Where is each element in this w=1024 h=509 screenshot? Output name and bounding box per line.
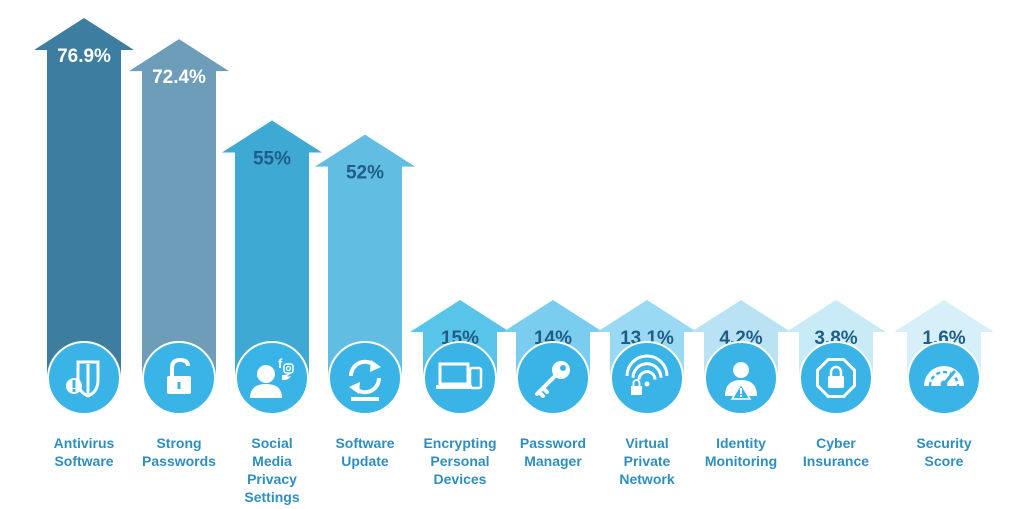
unlocked-padlock-icon [142, 341, 216, 415]
category-label-line: Devices [433, 471, 487, 487]
category-label: Cyber Insurance [781, 434, 891, 470]
category-label-line: Strong [156, 435, 202, 451]
category-label-line: Passwords [142, 453, 216, 469]
category-label: Security Score [889, 434, 999, 470]
user-alert-icon [704, 341, 778, 415]
data-label: 52% [346, 163, 384, 184]
gauge-icon [907, 341, 981, 415]
social-media-user-icon: f [235, 341, 309, 415]
category-label-line: Private [623, 453, 671, 469]
category-label: Software Update [310, 434, 420, 470]
bar-group: 72.4% [129, 39, 229, 379]
category-label-line: Update [341, 453, 389, 469]
category-label: Password Manager [498, 434, 608, 470]
category-label-line: Network [619, 471, 675, 487]
wifi-lock-icon [610, 341, 684, 415]
category-label: Virtual Private Network [592, 434, 702, 488]
devices-icon [423, 341, 497, 415]
bar [315, 134, 415, 378]
bar-group: 55% [222, 120, 322, 378]
category-label-line: Software [54, 453, 114, 469]
category-label: Antivirus Software [29, 434, 139, 470]
category-label-line: Password [519, 435, 587, 451]
svg-text:f: f [278, 356, 283, 371]
category-label-line: Privacy [247, 471, 297, 487]
data-label: 55% [253, 149, 291, 170]
category-label-line: Monitoring [704, 453, 778, 469]
category-label-line: Settings [244, 489, 300, 505]
category-label-line: Media [252, 453, 292, 469]
category-label-line: Personal [430, 453, 490, 469]
category-label-line: Encrypting [423, 435, 497, 451]
category-label: Encrypting Personal Devices [405, 434, 515, 488]
category-label-line: Manager [524, 453, 582, 469]
category-label-line: Identity [716, 435, 766, 451]
category-label: Social Media Privacy Settings [217, 434, 327, 506]
category-label-line: Social [251, 435, 293, 451]
data-label: 76.9% [57, 46, 111, 67]
bar [34, 18, 134, 378]
category-label-line: Virtual [625, 435, 669, 451]
category-label-line: Cyber [816, 435, 856, 451]
category-label-line: Security [916, 435, 972, 451]
refresh-icon [328, 341, 402, 415]
category-label-line: Software [335, 435, 395, 451]
bar-group: 52% [315, 134, 415, 378]
bar [222, 120, 322, 378]
data-label: 72.4% [152, 67, 206, 88]
category-label: Strong Passwords [124, 434, 234, 470]
padlock-octagon-icon [799, 341, 873, 415]
bar [129, 39, 229, 379]
key-icon [516, 341, 590, 415]
category-label: Identity Monitoring [686, 434, 796, 470]
shield-alert-icon [47, 341, 121, 415]
category-label-line: Antivirus [53, 435, 115, 451]
category-label-line: Score [924, 453, 964, 469]
bar-group: 76.9% [34, 18, 134, 378]
category-label-line: Insurance [802, 453, 870, 469]
